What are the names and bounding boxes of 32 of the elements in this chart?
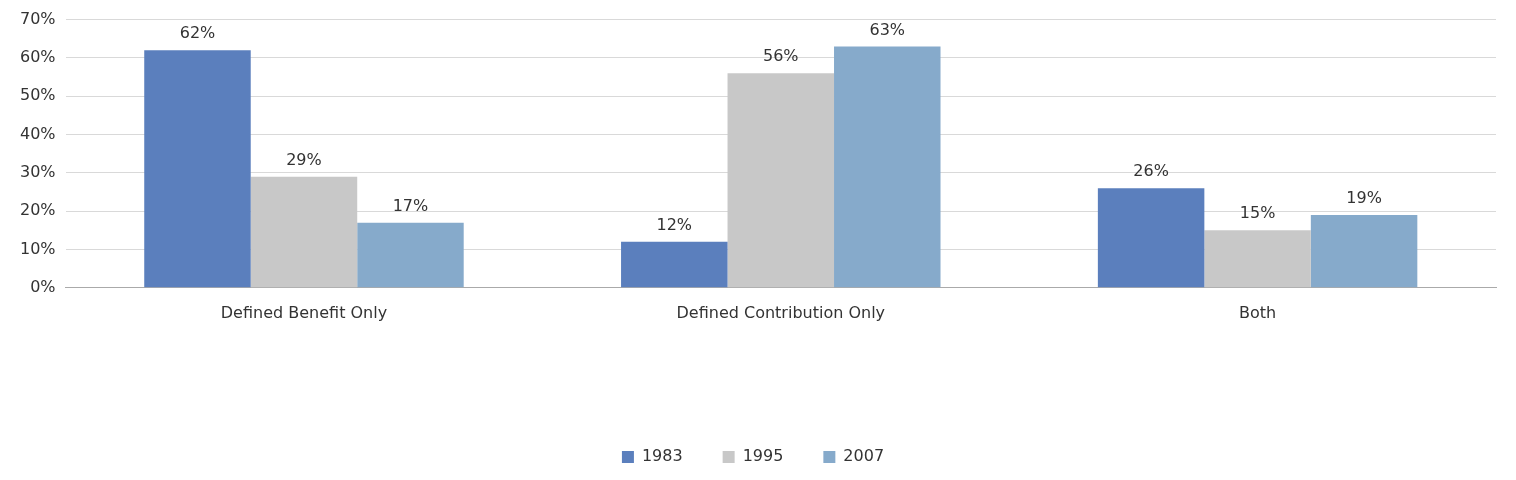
data-label: 63% (869, 19, 906, 39)
data-label: 12% (656, 214, 693, 234)
data-label: 17% (392, 195, 429, 215)
data-label: 15% (1239, 203, 1276, 223)
y-tick-label: 30% (20, 162, 56, 182)
y-tick-label: 60% (20, 47, 56, 67)
data-label: 26% (1133, 161, 1169, 181)
data-label: 62% (179, 23, 216, 43)
y-tick-label: 50% (20, 85, 56, 105)
bar (144, 50, 251, 288)
bar (1310, 215, 1418, 288)
bar (1204, 230, 1311, 288)
y-tick-label: 10% (20, 238, 56, 258)
y-tick-label: 70% (20, 8, 56, 28)
bar (727, 73, 835, 288)
x-tick-label: Both (1239, 302, 1277, 322)
bar (1097, 188, 1205, 288)
legend-label: 1983 (641, 446, 683, 466)
legend-label: 1995 (742, 446, 784, 466)
bar (834, 46, 941, 288)
bar (621, 241, 728, 288)
legend-label: 2007 (843, 446, 885, 466)
y-tick-label: 0% (30, 276, 56, 296)
y-tick-label: 20% (20, 200, 56, 220)
x-tick-label: Defined Benefit Only (220, 302, 388, 322)
data-label: 56% (763, 46, 799, 66)
y-tick-label: 40% (20, 123, 56, 143)
x-tick-label: Defined Contribution Only (676, 302, 886, 322)
data-label: 29% (286, 149, 322, 169)
bar (250, 176, 358, 288)
data-label: 19% (1346, 188, 1382, 208)
bar (357, 222, 464, 288)
